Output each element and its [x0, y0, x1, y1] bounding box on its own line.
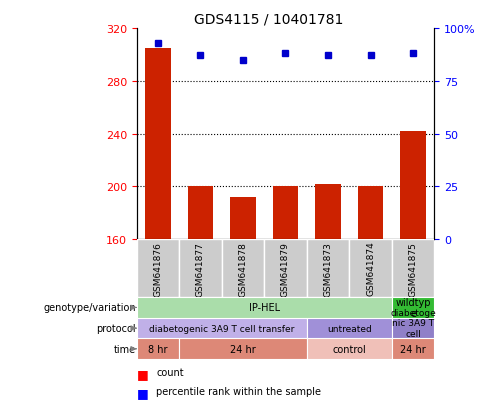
- Text: ■: ■: [137, 386, 148, 399]
- Text: genotype/variation: genotype/variation: [43, 303, 136, 313]
- Text: GSM641873: GSM641873: [324, 241, 332, 296]
- Text: 8 hr: 8 hr: [148, 344, 168, 354]
- Bar: [137, 297, 392, 318]
- Bar: [179, 339, 307, 359]
- Bar: [145, 49, 171, 240]
- Text: GSM641875: GSM641875: [408, 241, 418, 296]
- Bar: [392, 240, 434, 297]
- Text: 24 hr: 24 hr: [230, 344, 256, 354]
- Bar: [179, 240, 222, 297]
- Bar: [137, 240, 179, 297]
- Text: time: time: [114, 344, 136, 354]
- Text: wildtyp
e: wildtyp e: [395, 297, 431, 318]
- Bar: [392, 297, 434, 318]
- Bar: [307, 240, 349, 297]
- Bar: [307, 339, 392, 359]
- Bar: [222, 240, 264, 297]
- Text: GSM641877: GSM641877: [196, 241, 205, 296]
- Text: count: count: [156, 368, 184, 377]
- Bar: [137, 318, 307, 339]
- Text: GSM641876: GSM641876: [153, 241, 163, 296]
- Text: control: control: [332, 344, 366, 354]
- Bar: [392, 318, 434, 339]
- Bar: [349, 240, 392, 297]
- Bar: [400, 132, 426, 240]
- Text: GDS4115 / 10401781: GDS4115 / 10401781: [194, 12, 343, 26]
- Bar: [358, 187, 383, 240]
- Text: protocol: protocol: [96, 323, 136, 333]
- Text: untreated: untreated: [327, 324, 372, 333]
- Text: GSM641879: GSM641879: [281, 241, 290, 296]
- Bar: [307, 318, 392, 339]
- Text: ■: ■: [137, 368, 148, 380]
- Bar: [264, 240, 307, 297]
- Text: IP-HEL: IP-HEL: [249, 303, 280, 313]
- Text: 24 hr: 24 hr: [400, 344, 426, 354]
- Bar: [273, 187, 298, 240]
- Text: diabetogenic 3A9 T cell transfer: diabetogenic 3A9 T cell transfer: [149, 324, 294, 333]
- Bar: [137, 339, 179, 359]
- Text: GSM641878: GSM641878: [239, 241, 247, 296]
- Text: diabetoge
nic 3A9 T
cell
transfer: diabetoge nic 3A9 T cell transfer: [390, 308, 436, 349]
- Bar: [188, 187, 213, 240]
- Bar: [230, 197, 256, 240]
- Bar: [392, 339, 434, 359]
- Text: percentile rank within the sample: percentile rank within the sample: [156, 386, 321, 396]
- Bar: [315, 184, 341, 240]
- Text: GSM641874: GSM641874: [366, 241, 375, 296]
